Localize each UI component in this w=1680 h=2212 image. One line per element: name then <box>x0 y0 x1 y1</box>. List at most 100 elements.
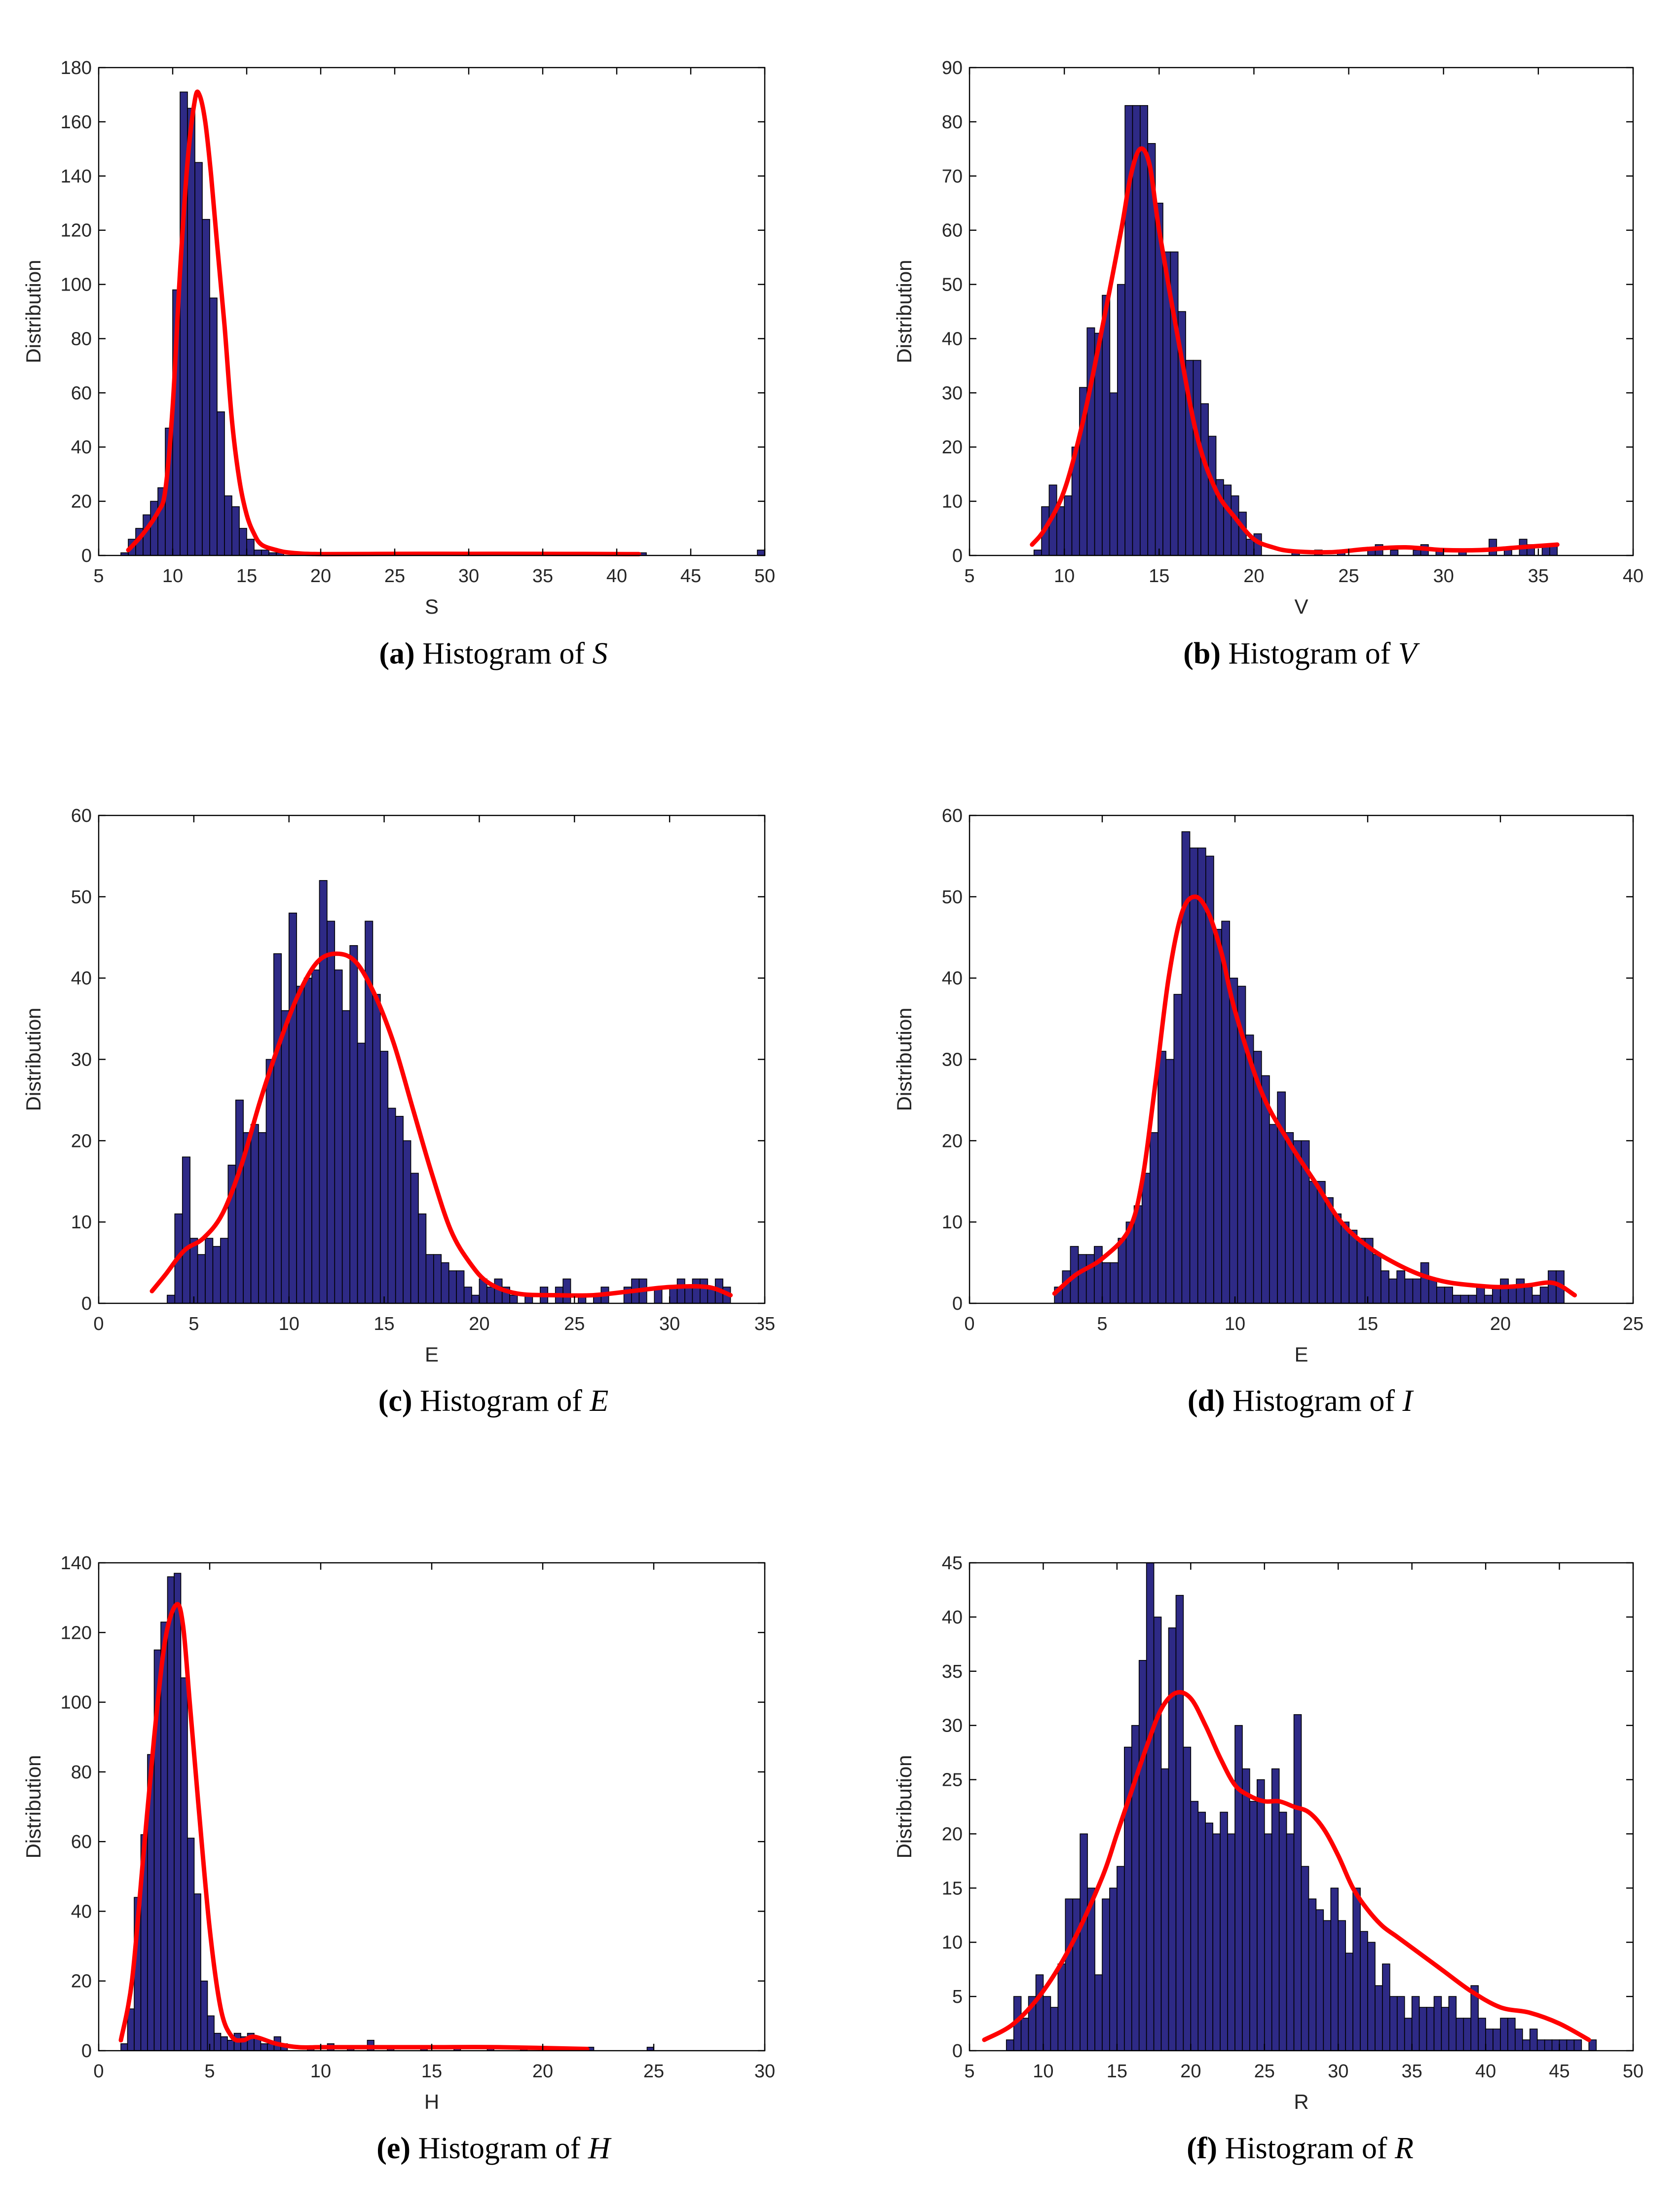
caption-variable: S <box>593 637 608 670</box>
histogram-bar <box>194 162 203 556</box>
histogram-bar <box>120 2043 128 2051</box>
x-tick-label: 15 <box>1107 2061 1127 2082</box>
y-axis-label: Distribution <box>893 1755 916 1858</box>
y-tick-label: 10 <box>942 1212 963 1233</box>
caption-variable: E <box>589 1384 608 1418</box>
histogram-bar <box>1223 484 1232 556</box>
histogram-bar <box>1308 1180 1318 1304</box>
histogram-bar <box>395 1116 404 1304</box>
histogram-bar <box>239 528 247 556</box>
x-tick-label: 5 <box>1097 1314 1107 1334</box>
y-tick-label: 120 <box>61 1622 92 1643</box>
histogram-bar <box>1388 1278 1397 1304</box>
histogram-bar <box>1094 1246 1103 1304</box>
y-tick-label: 40 <box>942 1607 963 1628</box>
histogram-bar <box>258 1132 267 1304</box>
x-tick-label: 20 <box>310 566 331 587</box>
histogram-bar <box>757 550 765 556</box>
histogram-bar <box>1500 2018 1508 2051</box>
histogram-bar <box>205 1238 214 1304</box>
x-tick-label: 5 <box>188 1314 199 1334</box>
histogram-bar <box>684 1287 693 1304</box>
y-axis-label: Distribution <box>893 1007 916 1111</box>
histogram-bar <box>1249 1801 1258 2051</box>
histogram-bar <box>334 969 343 1304</box>
y-axis-label: Distribution <box>22 259 45 363</box>
histogram-bar <box>1190 1801 1199 2051</box>
histogram-bar <box>167 1294 176 1304</box>
x-tick-label: 30 <box>1433 566 1454 587</box>
histogram-bar <box>1117 1866 1125 2051</box>
x-tick-label: 20 <box>469 1314 489 1334</box>
histogram-bar <box>1448 1996 1457 2051</box>
histogram-bar <box>1102 1262 1111 1304</box>
histogram-bar <box>1065 1898 1074 2051</box>
panel-e: 0 5 10 15 20 25 30 0 20 40 60 80 100 120 140 H Distribut… <box>22 1553 775 2165</box>
y-tick-label: 40 <box>942 968 963 989</box>
histogram-bar <box>303 977 312 1304</box>
y-tick-label: 80 <box>71 329 92 349</box>
histogram-bar <box>1072 1898 1081 2051</box>
x-tick-label: 50 <box>1623 2061 1643 2082</box>
x-tick-label: 45 <box>1549 2061 1569 2082</box>
histogram-bar <box>1456 2018 1464 2051</box>
y-tick-label: 40 <box>71 968 92 989</box>
histogram-bar <box>1246 539 1255 556</box>
panel-b: 5 10 15 20 25 30 35 40 0 10 20 30 40 50 60 70 80 90 V Distr… <box>893 58 1643 670</box>
histogram-bar <box>349 945 358 1304</box>
histogram-bar <box>1536 2039 1545 2051</box>
x-tick-label: 10 <box>162 566 183 587</box>
x-tick-label: 15 <box>1149 566 1169 587</box>
histogram-bar <box>231 506 240 556</box>
panel-a: 5 10 15 20 25 30 35 40 45 50 0 20 40 60 80 100 120 140 160… <box>22 58 775 670</box>
axes-box <box>98 67 766 556</box>
histogram-bar <box>676 1278 685 1304</box>
histogram-bar <box>319 880 328 1304</box>
histogram-bar <box>1524 1287 1533 1304</box>
histogram-bar <box>261 550 269 556</box>
y-tick-label: 40 <box>71 1901 92 1922</box>
histogram-bar <box>1426 2007 1435 2051</box>
histogram-bar <box>1157 1051 1166 1304</box>
histogram-bar <box>1242 1768 1250 2051</box>
histogram-bar <box>1508 1287 1517 1304</box>
panel-caption: (e) Histogram of H <box>376 2132 612 2165</box>
histogram-bar <box>1444 1287 1453 1304</box>
histogram-bar <box>1436 1287 1445 1304</box>
y-tick-label: 40 <box>71 437 92 458</box>
y-tick-label: 40 <box>942 329 963 349</box>
histogram-bar <box>1485 2028 1493 2051</box>
histogram-bar <box>1050 2007 1059 2051</box>
y-tick-label: 30 <box>942 1716 963 1736</box>
x-tick-label: 20 <box>1490 1314 1511 1334</box>
x-tick-label: 0 <box>93 2061 104 2082</box>
histogram-bar <box>1382 1963 1390 2051</box>
histogram-bar <box>1492 1287 1501 1304</box>
y-tick-label: 5 <box>952 1987 963 2007</box>
histogram-bar <box>209 297 218 556</box>
histogram-bar <box>197 1254 206 1304</box>
histogram-bar <box>1367 1942 1376 2051</box>
y-tick-label: 50 <box>71 887 92 908</box>
axes-box <box>969 1562 1634 2052</box>
histogram-bar <box>1183 1746 1192 2051</box>
histogram-bar <box>1264 1833 1272 2051</box>
y-tick-label: 0 <box>952 1293 963 1314</box>
histogram-bar <box>1412 1278 1421 1304</box>
histogram-bar <box>174 1573 182 2051</box>
x-tick-label: 30 <box>754 2061 775 2082</box>
histogram-bar <box>1175 1595 1184 2051</box>
x-tick-label: 5 <box>204 2061 215 2082</box>
y-tick-label: 10 <box>71 1212 92 1233</box>
x-tick-label: 25 <box>564 1314 585 1334</box>
histogram-bar <box>1285 1132 1294 1304</box>
y-tick-label: 45 <box>942 1553 963 1574</box>
panel-c: 0 5 10 15 20 25 30 35 0 10 20 30 40 50 60 E Distribution… <box>22 806 775 1418</box>
y-tick-label: 0 <box>952 2041 963 2062</box>
histogram-bar <box>288 913 297 1304</box>
panel-caption: (c) Histogram of E <box>378 1384 609 1418</box>
histogram-bar <box>1323 1920 1332 2051</box>
x-tick-label: 10 <box>279 1314 299 1334</box>
y-tick-label: 20 <box>942 1824 963 1844</box>
histogram-bar <box>357 1042 366 1304</box>
